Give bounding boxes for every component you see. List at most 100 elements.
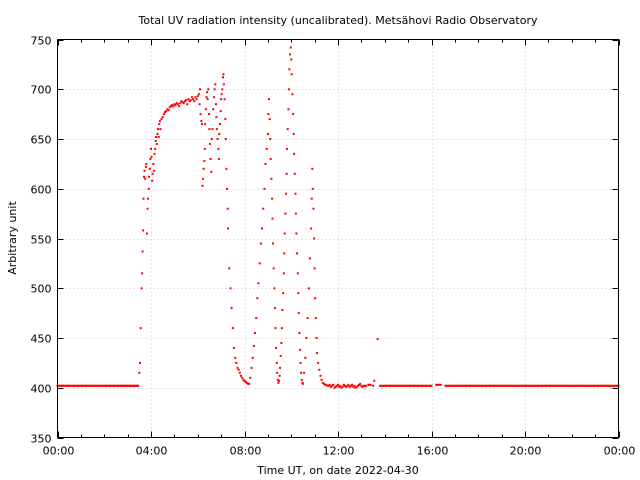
data-point: [153, 152, 156, 155]
data-point: [312, 207, 315, 210]
data-point: [315, 337, 318, 339]
data-point: [372, 384, 375, 387]
data-point: [277, 381, 280, 384]
data-point: [313, 267, 316, 270]
data-point: [213, 88, 216, 91]
data-point: [296, 272, 299, 275]
data-point: [285, 192, 288, 195]
data-point: [282, 272, 285, 275]
data-point: [311, 187, 314, 190]
data-point: [325, 383, 328, 386]
data-point: [587, 384, 590, 387]
data-point: [62, 384, 65, 387]
data-point: [192, 98, 195, 101]
data-point: [111, 384, 114, 387]
data-point: [390, 384, 393, 387]
data-point: [298, 332, 301, 334]
data-point: [526, 384, 529, 387]
data-point: [471, 384, 474, 387]
data-point: [167, 109, 170, 112]
data-point: [64, 384, 67, 387]
data-point: [267, 113, 270, 116]
data-point: [603, 384, 606, 387]
data-point: [368, 383, 371, 386]
data-point: [85, 384, 88, 387]
data-point: [289, 46, 292, 49]
data-point: [404, 384, 407, 387]
data-point: [279, 354, 282, 357]
data-point: [453, 384, 456, 387]
data-point: [228, 267, 231, 270]
data-point: [581, 384, 584, 387]
data-point: [552, 384, 554, 387]
data-point: [225, 167, 228, 170]
data-point: [307, 287, 310, 290]
data-point: [313, 237, 316, 240]
data-point: [58, 384, 61, 387]
data-point: [251, 356, 254, 359]
data-point: [250, 366, 253, 369]
y-tick-label: 650: [31, 134, 52, 147]
data-point: [486, 384, 489, 387]
data-point: [61, 384, 64, 387]
data-point: [345, 385, 348, 388]
data-point: [200, 120, 203, 123]
data-point: [286, 128, 289, 131]
data-point: [444, 384, 447, 387]
data-point: [451, 384, 454, 387]
data-point: [261, 227, 263, 230]
data-point: [320, 378, 323, 381]
data-point: [293, 152, 296, 155]
data-point: [168, 106, 171, 109]
data-point: [416, 384, 419, 387]
data-point: [221, 88, 224, 91]
data-point: [201, 184, 204, 187]
data-point: [131, 384, 134, 387]
data-point: [318, 368, 321, 371]
data-point: [127, 384, 130, 387]
data-point: [422, 384, 425, 387]
data-point: [608, 384, 611, 387]
data-point: [118, 384, 121, 387]
data-point: [559, 384, 562, 387]
data-point: [110, 384, 113, 387]
data-point: [152, 169, 155, 172]
data-point: [70, 384, 73, 387]
data-point: [208, 128, 211, 131]
data-point: [556, 384, 559, 387]
data-point: [598, 384, 601, 387]
data-point: [481, 384, 484, 387]
data-point: [280, 327, 283, 330]
data-point: [593, 384, 595, 387]
x-tick-label: 00:00: [43, 445, 75, 458]
data-point: [93, 384, 96, 387]
data-point: [436, 383, 439, 386]
data-point: [276, 378, 279, 381]
data-point: [321, 381, 324, 384]
data-point: [265, 147, 268, 150]
data-point: [215, 116, 218, 119]
data-point: [333, 386, 336, 389]
data-point: [198, 103, 201, 106]
data-point: [317, 361, 320, 364]
data-point: [340, 386, 343, 389]
data-point: [274, 327, 277, 330]
y-tick-label: 600: [31, 184, 52, 197]
data-point: [323, 382, 325, 385]
data-point: [476, 384, 479, 387]
data-point: [114, 384, 117, 387]
data-point: [550, 384, 553, 387]
data-point: [145, 162, 148, 165]
data-point: [310, 227, 313, 230]
data-point: [414, 384, 417, 387]
data-point: [386, 384, 389, 387]
data-point: [590, 384, 593, 387]
data-point: [437, 383, 440, 386]
data-point: [596, 384, 599, 387]
data-point: [88, 384, 91, 387]
data-point: [268, 98, 270, 101]
data-point: [146, 207, 149, 210]
data-point: [154, 147, 157, 150]
data-point: [534, 384, 537, 387]
data-point: [580, 384, 583, 387]
